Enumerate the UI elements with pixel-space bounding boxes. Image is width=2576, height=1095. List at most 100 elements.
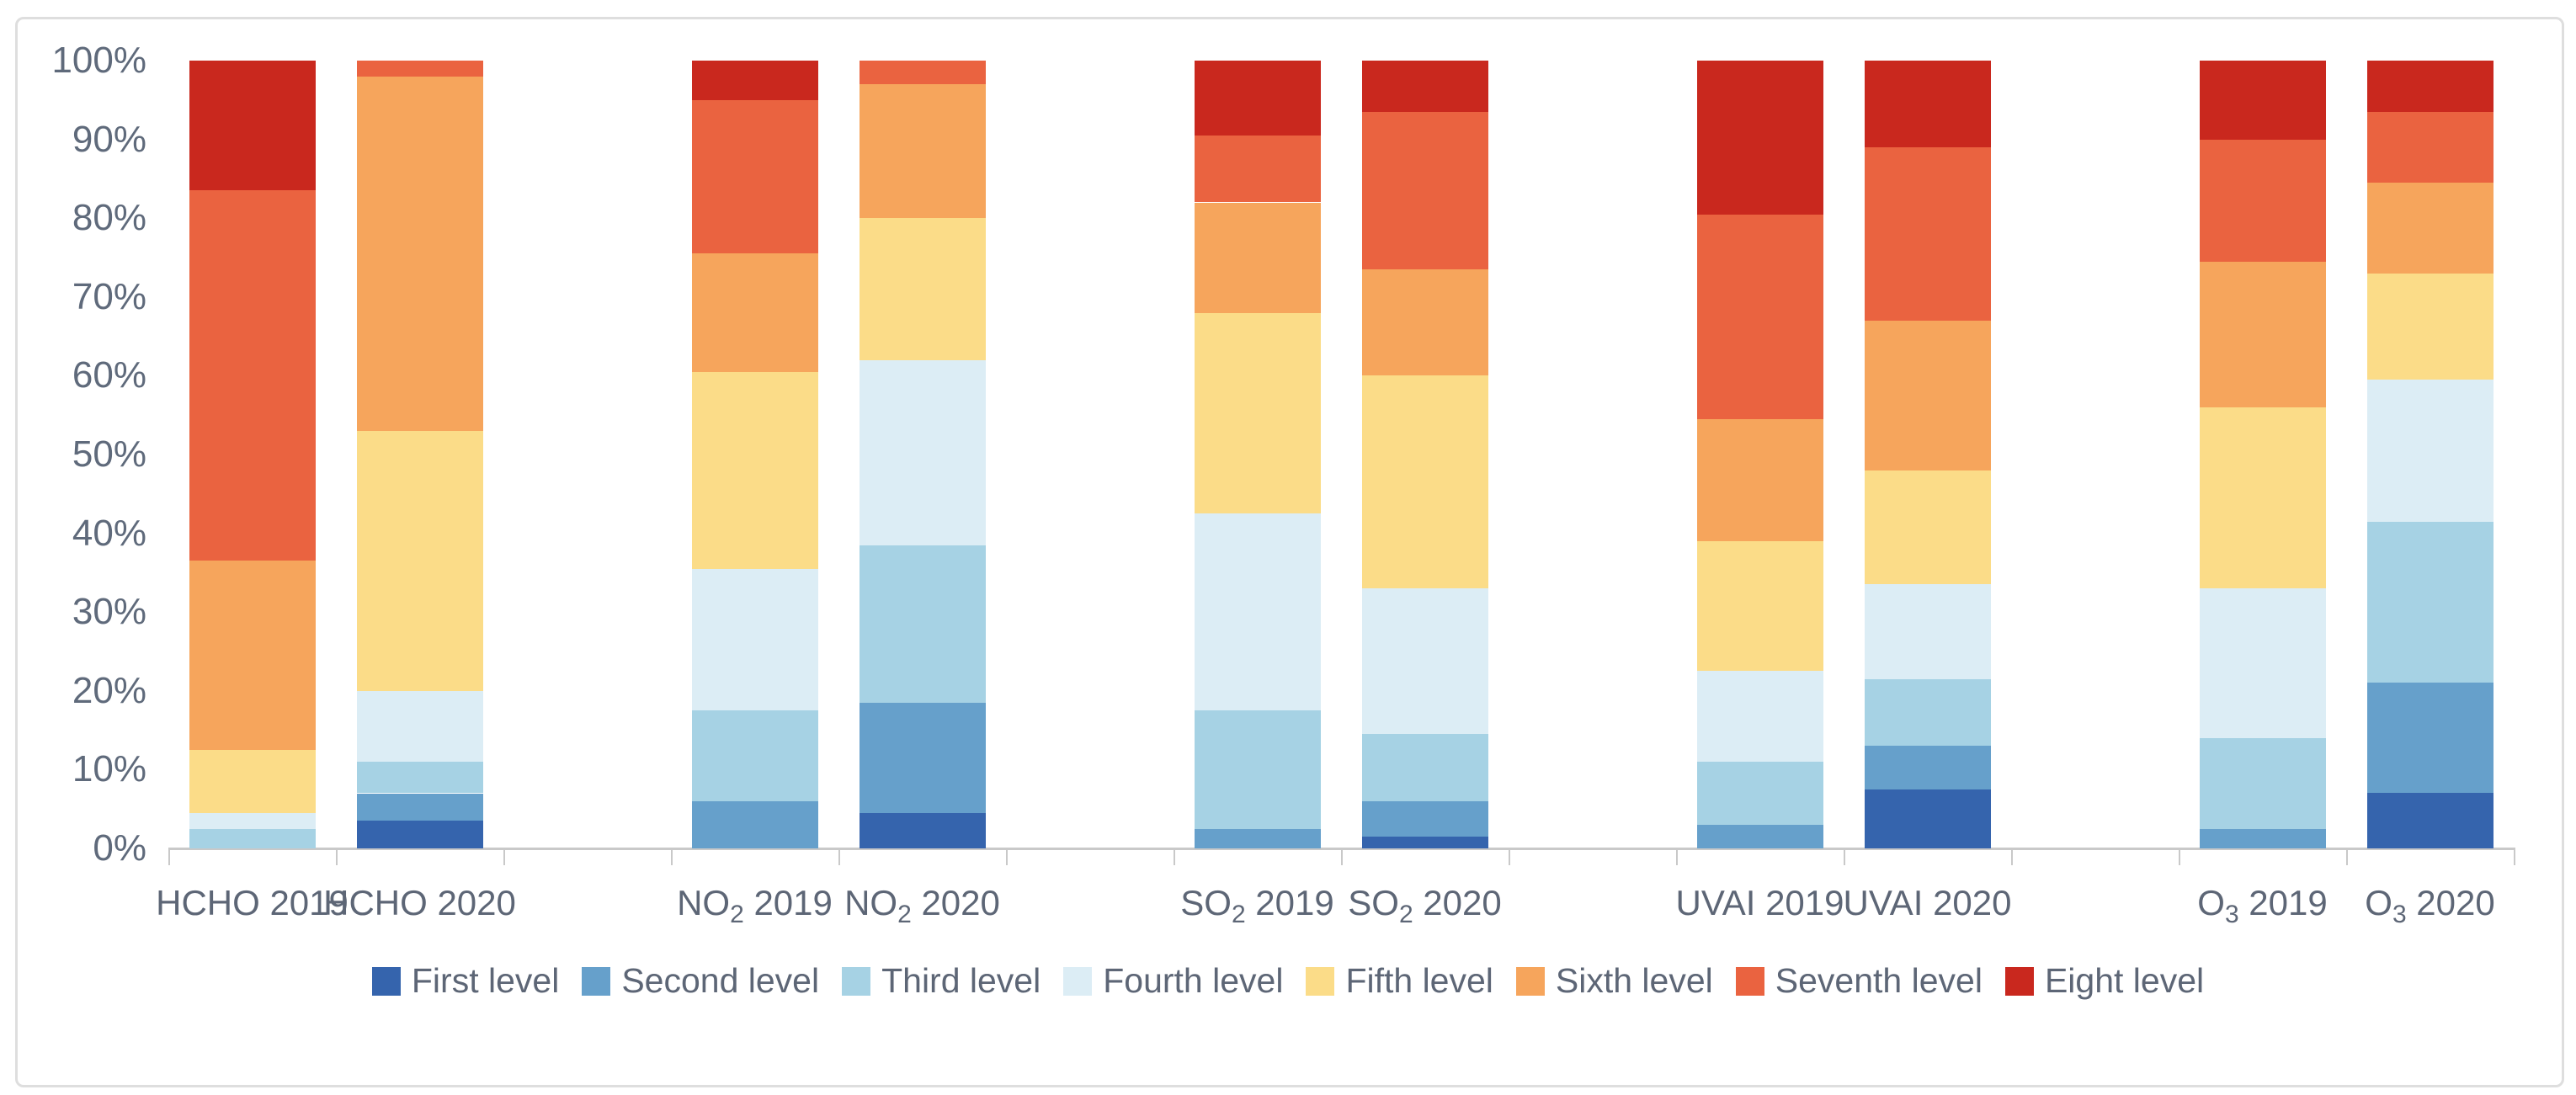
x-axis-tick xyxy=(2514,848,2515,865)
bar-segment-third-level xyxy=(189,828,316,848)
x-axis-category-label: UVAI 2020 xyxy=(1843,883,2012,922)
x-axis-tick xyxy=(2346,848,2348,865)
legend: First level Second level Third level Fourth… xyxy=(0,961,2576,1001)
x-axis-tick xyxy=(1174,848,1175,865)
bar-segment-third-level xyxy=(2199,737,2326,829)
bar-segment-seventh-level xyxy=(1361,111,1488,270)
bar-segment-sixth-level xyxy=(691,253,818,372)
bar-segment-fourth-level xyxy=(859,359,986,545)
bar-so2-2020 xyxy=(1361,61,1488,848)
legend-swatch-icon xyxy=(582,966,611,996)
bar-segment-fourth-level xyxy=(2366,380,2494,522)
bar-segment-fourth-level xyxy=(691,568,818,711)
bar-segment-second-level xyxy=(2366,683,2494,794)
legend-item-sixth-level: Sixth level xyxy=(1515,961,1713,1001)
bar-segment-first-level xyxy=(859,812,986,848)
x-axis-category-label: O3 2020 xyxy=(2365,883,2495,928)
y-axis-tick-label: 0% xyxy=(93,827,146,869)
bar-segment-seventh-level xyxy=(1864,146,1991,321)
bar-segment-second-level xyxy=(356,793,483,821)
x-axis-tick xyxy=(503,848,505,865)
y-axis-tick-label: 90% xyxy=(72,118,146,160)
bar-segment-fifth-level xyxy=(1361,375,1488,589)
bar-segment-fourth-level xyxy=(1696,671,1823,763)
bar-segment-fifth-level xyxy=(2199,407,2326,589)
legend-item-second-level: Second level xyxy=(582,961,819,1001)
x-axis-category-label: NO2 2019 xyxy=(677,883,833,928)
legend-item-seventh-level: Seventh level xyxy=(1735,961,1983,1001)
x-axis-category-label: HCHO 2019 xyxy=(156,883,349,922)
bar-segment-third-level xyxy=(1361,734,1488,801)
bar-segment-sixth-level xyxy=(1696,418,1823,541)
legend-item-first-level: First level xyxy=(371,961,559,1001)
bar-segment-seventh-level xyxy=(2199,139,2326,262)
y-axis-tick-label: 40% xyxy=(72,512,146,554)
bar-segment-fifth-level xyxy=(859,218,986,360)
bar-segment-eight-level xyxy=(189,61,316,191)
bar-segment-fourth-level xyxy=(1194,513,1321,711)
bar-segment-fifth-level xyxy=(691,371,818,569)
legend-label: Eight level xyxy=(2044,961,2205,1000)
bar-segment-seventh-level xyxy=(356,61,483,77)
x-axis-tick xyxy=(2179,848,2180,865)
legend-swatch-icon xyxy=(1515,966,1545,996)
bar-segment-second-level xyxy=(1864,746,1991,789)
legend-swatch-icon xyxy=(1063,966,1093,996)
bar-segment-sixth-level xyxy=(1361,269,1488,376)
bar-segment-second-level xyxy=(2199,828,2326,848)
legend-label: Fourth level xyxy=(1103,961,1284,1000)
bar-no2-2020 xyxy=(859,61,986,848)
bar-segment-fifth-level xyxy=(1864,470,1991,585)
y-axis-tick-label: 100% xyxy=(51,40,146,81)
y-axis-tick-label: 10% xyxy=(72,748,146,790)
legend-label: Third level xyxy=(881,961,1041,1000)
bar-segment-second-level xyxy=(1696,824,1823,848)
legend-swatch-icon xyxy=(1735,966,1764,996)
bar-segment-fourth-level xyxy=(1864,584,1991,679)
bar-segment-eight-level xyxy=(2366,61,2494,112)
x-axis-category-label: O3 2019 xyxy=(2197,883,2328,928)
bar-segment-third-level xyxy=(1696,762,1823,825)
y-axis-tick-label: 70% xyxy=(72,275,146,317)
legend-swatch-icon xyxy=(2004,966,2034,996)
bar-segment-fifth-level xyxy=(2366,273,2494,380)
bar-segment-second-level xyxy=(1194,828,1321,848)
bar-segment-seventh-level xyxy=(189,190,316,561)
bar-segment-seventh-level xyxy=(859,61,986,85)
x-axis-tick xyxy=(1006,848,1008,865)
bar-segment-sixth-level xyxy=(1194,202,1321,313)
x-axis-category-label: HCHO 2020 xyxy=(323,883,516,922)
legend-item-fifth-level: Fifth level xyxy=(1306,961,1493,1001)
bar-segment-seventh-level xyxy=(691,99,818,254)
bar-segment-sixth-level xyxy=(1864,320,1991,470)
bar-segment-sixth-level xyxy=(2366,183,2494,274)
bar-segment-first-level xyxy=(356,821,483,848)
legend-item-fourth-level: Fourth level xyxy=(1063,961,1283,1001)
y-axis-tick-label: 60% xyxy=(72,354,146,396)
bar-segment-eight-level xyxy=(1361,61,1488,112)
bar-segment-eight-level xyxy=(1696,61,1823,215)
bar-segment-fifth-level xyxy=(356,430,483,691)
bar-segment-seventh-level xyxy=(1194,135,1321,203)
y-axis-tick-label: 50% xyxy=(72,433,146,475)
x-axis-category-label: SO2 2019 xyxy=(1180,883,1334,928)
x-axis-category-label: SO2 2020 xyxy=(1348,883,1502,928)
bar-o3-2020 xyxy=(2366,61,2494,848)
bar-uvai-2019 xyxy=(1696,61,1823,848)
x-axis-tick xyxy=(1676,848,1678,865)
bar-segment-seventh-level xyxy=(1696,214,1823,419)
bar-segment-fifth-level xyxy=(189,750,316,813)
bar-so2-2019 xyxy=(1194,61,1321,848)
bar-segment-second-level xyxy=(691,800,818,848)
x-axis-tick xyxy=(671,848,673,865)
y-axis-tick-label: 30% xyxy=(72,591,146,633)
bar-segment-second-level xyxy=(1361,800,1488,837)
bar-segment-third-level xyxy=(356,762,483,794)
bar-segment-sixth-level xyxy=(2199,261,2326,407)
legend-label: Sixth level xyxy=(1555,961,1713,1000)
x-axis-category-label: UVAI 2019 xyxy=(1675,883,1844,922)
bar-segment-fifth-level xyxy=(1194,312,1321,514)
bar-segment-eight-level xyxy=(1194,61,1321,136)
x-axis-tick xyxy=(336,848,338,865)
bar-segment-sixth-level xyxy=(189,561,316,750)
